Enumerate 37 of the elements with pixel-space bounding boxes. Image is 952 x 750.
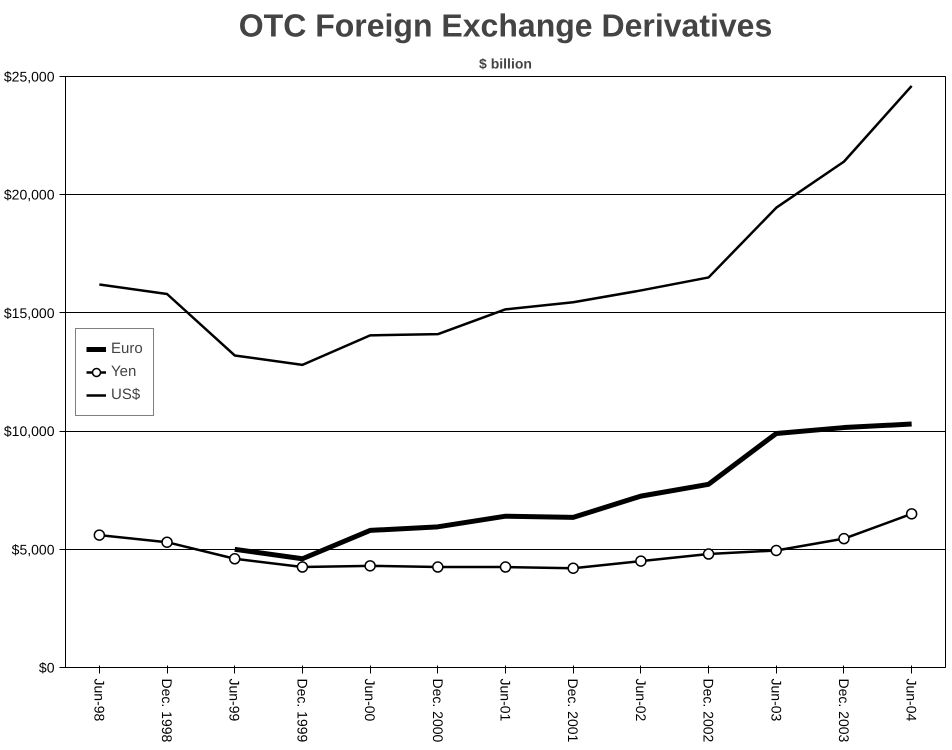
point bbox=[567, 562, 579, 574]
x-tick-label: Dec. 1999 bbox=[294, 678, 310, 743]
point bbox=[500, 561, 512, 573]
point bbox=[770, 544, 782, 556]
x-tick-label: Jun-02 bbox=[632, 678, 649, 722]
y-tick-label: $0 bbox=[38, 660, 55, 676]
x-tick-label: Jun-01 bbox=[498, 678, 514, 722]
y-tick-label: $25,000 bbox=[4, 68, 55, 84]
point bbox=[161, 536, 173, 548]
point bbox=[432, 561, 444, 573]
x-tick-label: Dec. 2000 bbox=[430, 678, 446, 743]
chart-subtitle: $ billion bbox=[479, 56, 532, 72]
point bbox=[296, 561, 308, 573]
y-tick-label: $15,000 bbox=[4, 304, 55, 321]
legend-label: US$ bbox=[111, 386, 140, 403]
point bbox=[838, 532, 850, 544]
x-tick-label: Jun-98 bbox=[91, 678, 108, 722]
x-tick-label: Jun-00 bbox=[362, 678, 378, 722]
point bbox=[702, 548, 714, 560]
point bbox=[635, 555, 647, 567]
x-tick-label: Jun-03 bbox=[768, 678, 784, 722]
x-tick-label: Jun-04 bbox=[904, 678, 920, 722]
point bbox=[228, 553, 240, 564]
x-tick-label: Dec. 2001 bbox=[565, 678, 582, 743]
x-tick-label: Dec. 2003 bbox=[836, 678, 852, 743]
x-tick-label: Dec. 1998 bbox=[159, 678, 176, 743]
legend-label: Euro bbox=[111, 340, 143, 357]
y-tick-label: $10,000 bbox=[4, 423, 55, 440]
x-tick-label: Jun-99 bbox=[226, 678, 243, 722]
legend-label: Yen bbox=[111, 363, 136, 380]
chart-title: OTC Foreign Exchange Derivatives bbox=[238, 8, 772, 44]
y-tick-label: $20,000 bbox=[4, 186, 55, 203]
x-tick-label: Dec. 2002 bbox=[700, 678, 717, 743]
point bbox=[906, 508, 918, 520]
point bbox=[364, 560, 376, 572]
y-tick-label: $5,000 bbox=[12, 541, 55, 558]
point bbox=[94, 529, 106, 541]
